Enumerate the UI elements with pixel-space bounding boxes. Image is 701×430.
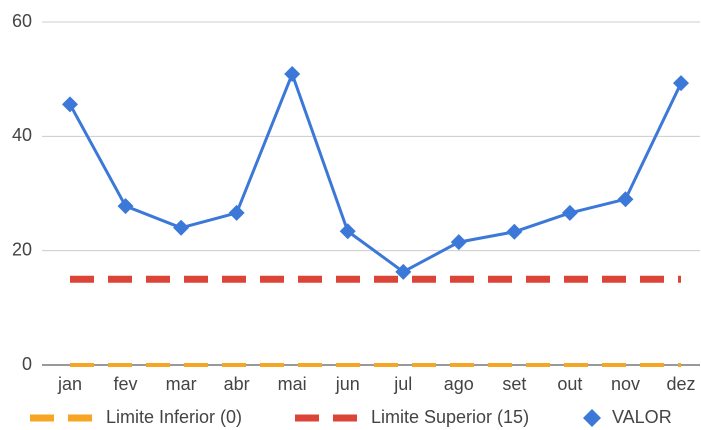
x-tick-label: fev: [114, 374, 138, 394]
diamond-marker: [284, 66, 301, 83]
x-tick-label: mai: [278, 374, 307, 394]
diamond-marker: [228, 204, 245, 221]
legend-label: Limite Inferior (0): [106, 407, 242, 427]
diamond-marker: [62, 96, 78, 113]
diamond-marker: [673, 75, 689, 92]
x-tick-label: set: [502, 374, 526, 394]
y-tick-label: 20: [12, 239, 32, 259]
x-tick-label: jun: [335, 374, 360, 394]
diamond-marker: [450, 234, 467, 251]
y-tick-label: 60: [12, 11, 32, 31]
x-tick-label: nov: [611, 374, 640, 394]
x-tick-label: out: [557, 374, 582, 394]
y-tick-label: 0: [22, 354, 32, 374]
legend-label: VALOR: [612, 407, 672, 427]
diamond-marker: [506, 223, 523, 240]
y-tick-label: 40: [12, 125, 32, 145]
x-tick-label: dez: [666, 374, 695, 394]
diamond-marker: [173, 219, 190, 236]
diamond-marker: [339, 223, 356, 240]
series-line: [68, 72, 683, 274]
x-tick-label: jul: [393, 374, 412, 394]
x-tick-label: jan: [57, 374, 82, 394]
legend-label: Limite Superior (15): [371, 407, 529, 427]
diamond-marker: [617, 191, 634, 208]
diamond-marker: [117, 198, 134, 215]
x-tick-label: mar: [166, 374, 197, 394]
x-tick-label: abr: [224, 374, 250, 394]
diamond-marker: [395, 263, 412, 280]
x-tick-label: ago: [444, 374, 474, 394]
legend-marker: [583, 409, 601, 427]
diamond-marker: [561, 204, 578, 221]
